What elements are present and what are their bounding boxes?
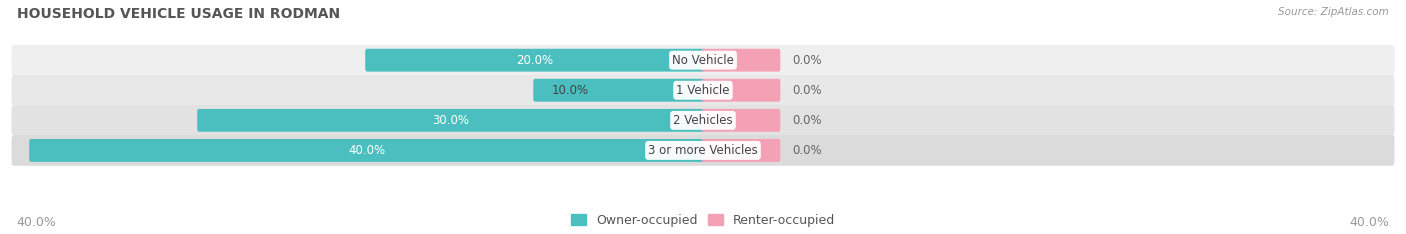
- Text: Source: ZipAtlas.com: Source: ZipAtlas.com: [1278, 7, 1389, 17]
- Text: 0.0%: 0.0%: [792, 84, 821, 97]
- Text: 10.0%: 10.0%: [551, 84, 589, 97]
- FancyBboxPatch shape: [11, 105, 1395, 136]
- FancyBboxPatch shape: [11, 75, 1395, 106]
- Text: 20.0%: 20.0%: [516, 54, 554, 67]
- FancyBboxPatch shape: [30, 139, 704, 162]
- Text: No Vehicle: No Vehicle: [672, 54, 734, 67]
- FancyBboxPatch shape: [702, 79, 780, 102]
- Text: 0.0%: 0.0%: [792, 54, 821, 67]
- Text: 40.0%: 40.0%: [1350, 216, 1389, 229]
- FancyBboxPatch shape: [702, 49, 780, 72]
- FancyBboxPatch shape: [533, 79, 704, 102]
- Text: 1 Vehicle: 1 Vehicle: [676, 84, 730, 97]
- FancyBboxPatch shape: [702, 109, 780, 132]
- FancyBboxPatch shape: [197, 109, 704, 132]
- FancyBboxPatch shape: [366, 49, 704, 72]
- FancyBboxPatch shape: [11, 135, 1395, 166]
- FancyBboxPatch shape: [11, 45, 1395, 76]
- Text: 40.0%: 40.0%: [17, 216, 56, 229]
- Text: 2 Vehicles: 2 Vehicles: [673, 114, 733, 127]
- Text: 0.0%: 0.0%: [792, 144, 821, 157]
- Legend: Owner-occupied, Renter-occupied: Owner-occupied, Renter-occupied: [567, 209, 839, 232]
- Text: 30.0%: 30.0%: [433, 114, 470, 127]
- Text: 40.0%: 40.0%: [349, 144, 385, 157]
- Text: 0.0%: 0.0%: [792, 114, 821, 127]
- Text: 3 or more Vehicles: 3 or more Vehicles: [648, 144, 758, 157]
- FancyBboxPatch shape: [702, 139, 780, 162]
- Text: HOUSEHOLD VEHICLE USAGE IN RODMAN: HOUSEHOLD VEHICLE USAGE IN RODMAN: [17, 7, 340, 21]
